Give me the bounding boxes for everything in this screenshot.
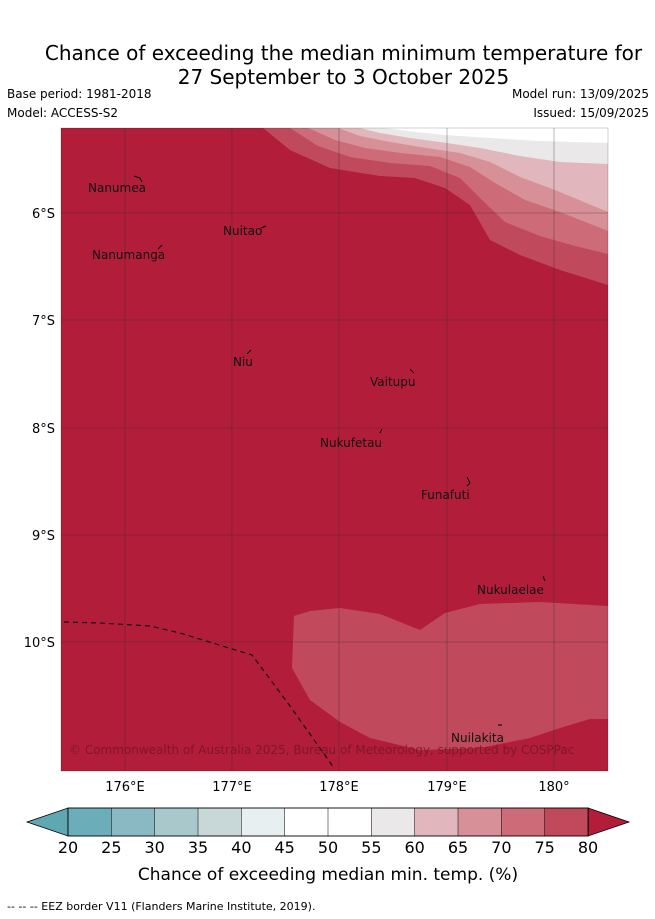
colorbar-segment [327,807,373,837]
colorbar-segment [284,807,329,837]
island-label-nuilakita: Nuilakita [451,731,504,745]
colorbar-label: Chance of exceeding median min. temp. (%… [138,865,518,885]
island-label-funafuti: Funafuti [421,488,470,502]
lon-label-176e: 176°E [105,780,145,795]
colorbar-tick-label: 25 [101,838,121,857]
lon-label-180: 180° [538,780,569,795]
island-label-nukufetau: Nukufetau [320,436,382,450]
eez-footnote: -- -- -- EEZ border V11 (Flanders Marine… [7,900,316,913]
probability-map [61,128,608,771]
model-run: Model run: 13/09/2025 [511,87,649,101]
copyright-text: © Commonwealth of Australia 2025, Bureau… [69,743,574,757]
colorbar-segment [241,807,286,837]
map-title-line1: Chance of exceeding the median minimum t… [44,41,643,65]
longitude-labels: 176°E 177°E 178°E 179°E 180° [105,780,569,795]
island-label-niu: Niu [233,355,253,369]
colorbar-segment [197,807,243,837]
map-title-line2: 27 September to 3 October 2025 [177,65,510,89]
colorbar-tick-label: 60 [404,838,424,857]
region-50 [385,128,608,143]
lat-label-8s: 8°S [32,422,55,437]
lat-label-6s: 6°S [32,207,55,222]
colorbar-segment [544,807,589,837]
colorbar-tick-label: 40 [231,838,251,857]
colorbar-segment [154,807,199,837]
colorbar-tick-label: 50 [318,838,338,857]
colorbar: 20 25 30 35 40 45 50 55 60 65 70 75 80 Chance of exc… [25,807,631,885]
lat-label-10s: 10°S [24,636,55,651]
colorbar-tick-label: 45 [274,838,294,857]
colorbar-tick-label: 30 [144,838,164,857]
colorbar-tick-label: 75 [534,838,554,857]
colorbar-segment [414,807,459,837]
graticule [61,128,608,771]
island-labels: Nanumea Nuitao Nanumanga Niu Vaitupu Nuk… [88,181,544,745]
lat-label-7s: 7°S [32,314,55,329]
map-frame [60,127,609,772]
lat-label-9s: 9°S [32,529,55,544]
island-label-nanumanga: Nanumanga [92,248,165,262]
colorbar-tick-label: 35 [188,838,208,857]
base-period: Base period: 1981-2018 [7,87,152,101]
eez-border [63,621,335,769]
colorbar-tick-label: 20 [58,838,78,857]
island-label-vaitupu: Vaitupu [370,375,416,389]
colorbar-tick-label: 70 [491,838,511,857]
colorbar-segment [111,807,156,837]
model-name: Model: ACCESS-S2 [7,106,119,120]
island-label-nukulaelae: Nukulaelae [477,583,544,597]
region-75-south [292,602,608,750]
colorbar-low-extension [25,807,69,837]
colorbar-segments [67,807,589,837]
island-label-nuitao: Nuitao [223,224,262,238]
issued-date: Issued: 15/09/2025 [533,106,649,120]
lon-label-179e: 179°E [427,780,467,795]
island-outlines [133,175,546,726]
colorbar-tick-label: 65 [448,838,468,857]
colorbar-segment [371,807,416,837]
lon-label-178e: 178°E [319,780,359,795]
colorbar-ticks: 20 25 30 35 40 45 50 55 60 65 70 75 80 [58,838,598,857]
colorbar-tick-label: 55 [361,838,381,857]
lon-label-177e: 177°E [212,780,252,795]
island-label-nanumea: Nanumea [88,181,146,195]
latitude-labels: 6°S 7°S 8°S 9°S 10°S [24,207,55,651]
colorbar-tick-label: 80 [578,838,598,857]
colorbar-high-extension [587,807,631,837]
colorbar-segment [67,807,113,837]
colorbar-segment [501,807,546,837]
colorbar-outline [67,807,589,837]
colorbar-segment [457,807,503,837]
